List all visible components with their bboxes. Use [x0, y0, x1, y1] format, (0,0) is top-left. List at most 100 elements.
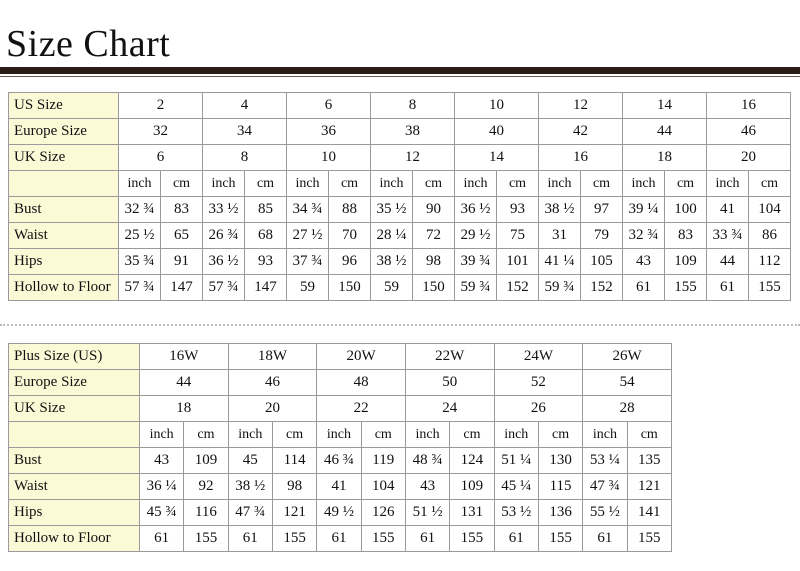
unit-cell: inch [493, 421, 539, 448]
unit-cell: cm [183, 421, 229, 448]
size-cell: 26W [582, 343, 672, 370]
unit-cell: inch [286, 170, 329, 197]
measure-cell: 28 ¼ [370, 222, 413, 249]
measure-cell: 59 ¾ [538, 274, 581, 301]
measure-cell: 41 ¼ [538, 248, 581, 275]
unit-cell: inch [404, 421, 451, 448]
measure-cell: 83 [160, 196, 203, 223]
size-cell: 10 [286, 144, 371, 171]
measure-cell: 121 [626, 473, 673, 500]
unit-cell: inch [227, 421, 273, 448]
row-label [8, 170, 119, 197]
row-label: Waist [8, 473, 140, 500]
size-cell: 24 [404, 395, 495, 422]
measure-cell: 41 [706, 196, 749, 223]
measure-cell: 75 [496, 222, 539, 249]
measure-cell: 147 [244, 274, 287, 301]
size-cell: 18 [622, 144, 707, 171]
measure-cell: 126 [360, 499, 406, 526]
unit-cell: cm [580, 170, 623, 197]
measure-cell: 155 [449, 525, 495, 552]
size-cell: 18W [227, 343, 318, 370]
size-row: UK Size 6 8 10 12 14 16 18 20 [8, 144, 791, 171]
unit-row: inch cm inch cm inch cm inch cm inch cm inch cm [8, 421, 673, 448]
measure-cell: 59 ¾ [454, 274, 497, 301]
title-rule-thin [0, 76, 800, 77]
measure-cell: 38 ½ [227, 473, 273, 500]
size-cell: 20W [316, 343, 406, 370]
unit-cell: inch [622, 170, 665, 197]
measure-cell: 119 [360, 447, 406, 474]
row-label: UK Size [8, 144, 119, 171]
measure-cell: 115 [537, 473, 584, 500]
measure-cell: 109 [664, 248, 707, 275]
size-cell: 16W [138, 343, 229, 370]
unit-cell: inch [370, 170, 413, 197]
measure-cell: 90 [412, 196, 455, 223]
measure-cell: 43 [622, 248, 665, 275]
measure-cell: 47 ¾ [227, 499, 273, 526]
measure-cell: 32 ¾ [118, 196, 161, 223]
measure-cell: 150 [328, 274, 371, 301]
row-label: Bust [8, 196, 119, 223]
measure-cell: 104 [360, 473, 406, 500]
size-cell: 10 [454, 92, 539, 119]
size-cell: 54 [582, 369, 672, 396]
measure-cell: 135 [626, 447, 673, 474]
measure-cell: 109 [183, 447, 229, 474]
unit-cell: cm [626, 421, 673, 448]
measure-cell: 65 [160, 222, 203, 249]
measure-cell: 85 [244, 196, 287, 223]
measure-cell: 92 [183, 473, 229, 500]
measure-cell: 114 [271, 447, 318, 474]
measure-cell: 155 [626, 525, 673, 552]
measure-cell: 130 [537, 447, 584, 474]
measure-cell: 141 [626, 499, 673, 526]
size-cell: 26 [493, 395, 584, 422]
measure-cell: 98 [271, 473, 318, 500]
measure-cell: 155 [537, 525, 584, 552]
row-label: US Size [8, 92, 119, 119]
measure-cell: 38 ½ [370, 248, 413, 275]
measure-cell: 38 ½ [538, 196, 581, 223]
measure-cell: 150 [412, 274, 455, 301]
measure-cell: 91 [160, 248, 203, 275]
size-cell: 42 [538, 118, 623, 145]
divider [0, 324, 800, 326]
unit-cell: inch [138, 421, 185, 448]
measure-row: Waist 25 ½ 65 26 ¾ 68 27 ½ 70 28 ¼ 72 29 ½ 75 31 79 3… [8, 222, 791, 249]
size-cell: 24W [493, 343, 584, 370]
measure-cell: 147 [160, 274, 203, 301]
measure-cell: 155 [183, 525, 229, 552]
size-cell: 6 [118, 144, 203, 171]
measure-cell: 53 ¼ [582, 447, 628, 474]
row-label: Hips [8, 499, 140, 526]
size-cell: 6 [286, 92, 371, 119]
measure-cell: 93 [244, 248, 287, 275]
measure-row: Bust 32 ¾ 83 33 ½ 85 34 ¾ 88 35 ½ 90 36 ½ 93 38 ½ 97… [8, 196, 791, 223]
size-cell: 12 [370, 144, 455, 171]
size-cell: 18 [138, 395, 229, 422]
measure-cell: 101 [496, 248, 539, 275]
measure-cell: 36 ½ [202, 248, 245, 275]
title-rule [0, 67, 800, 74]
measure-cell: 49 ½ [316, 499, 362, 526]
unit-cell: inch [454, 170, 497, 197]
size-row: Europe Size 32 34 36 38 40 42 44 46 [8, 118, 791, 145]
unit-cell: cm [271, 421, 318, 448]
measure-cell: 46 ¾ [316, 447, 362, 474]
measure-row: Hollow to Floor 57 ¾ 147 57 ¾ 147 59 150 59 150 5… [8, 274, 791, 301]
unit-cell: cm [244, 170, 287, 197]
measure-cell: 33 ¾ [706, 222, 749, 249]
measure-cell: 98 [412, 248, 455, 275]
size-cell: 46 [706, 118, 791, 145]
size-cell: 12 [538, 92, 623, 119]
unit-cell: cm [664, 170, 707, 197]
row-label: Waist [8, 222, 119, 249]
unit-cell: cm [360, 421, 406, 448]
unit-cell: inch [118, 170, 161, 197]
measure-row: Hips 45 ¾ 116 47 ¾ 121 49 ½ 126 51 ½ 131 53 ½ 136 5… [8, 499, 673, 526]
measure-cell: 96 [328, 248, 371, 275]
size-cell: 8 [370, 92, 455, 119]
measure-cell: 68 [244, 222, 287, 249]
